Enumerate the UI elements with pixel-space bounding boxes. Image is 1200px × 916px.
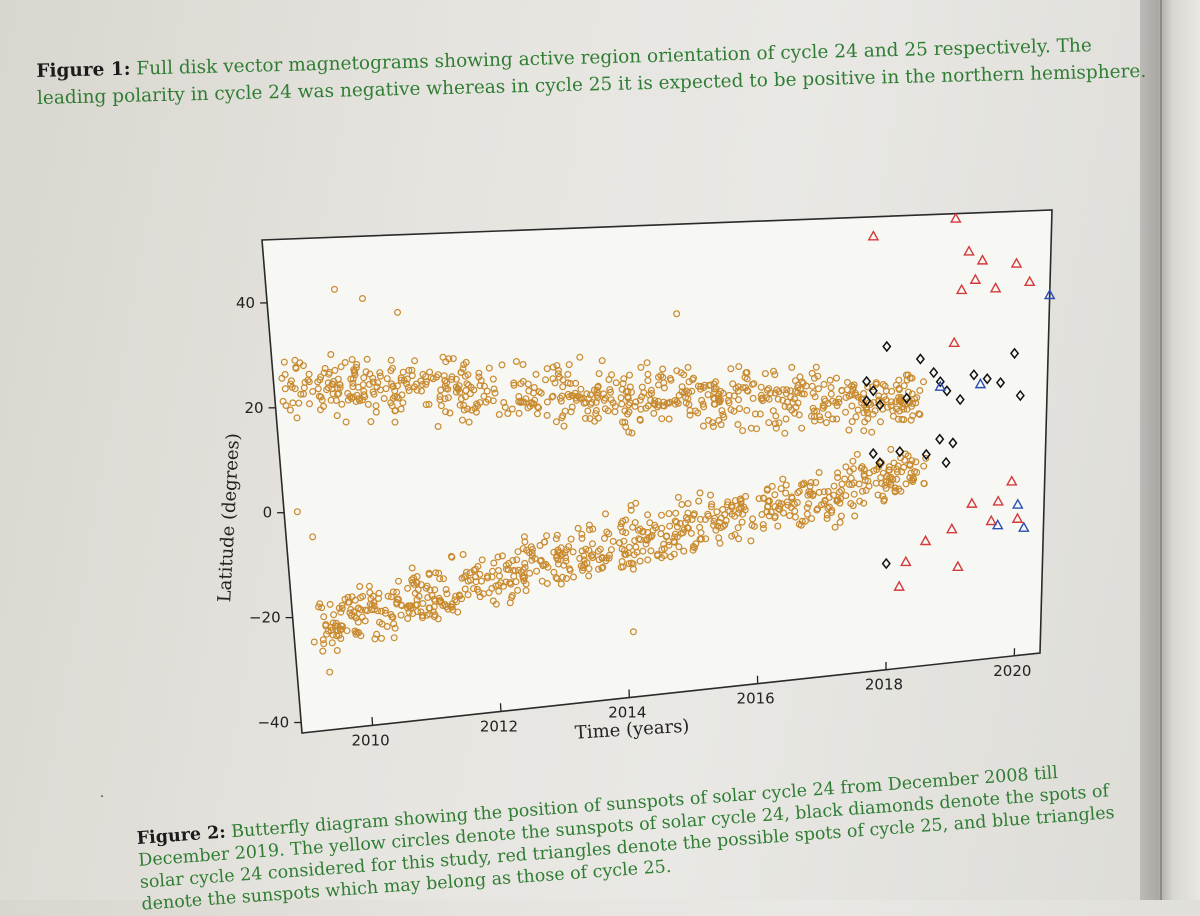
x-axis-title: Time (years) [574,716,690,744]
dust-speck: · [100,790,104,805]
y-tick-label: 20 [245,399,264,417]
x-tick-label: 2020 [993,662,1031,680]
y-tick-label: 40 [236,294,255,312]
y-tick-label: −40 [257,714,289,732]
x-tick-label: 2010 [351,731,389,749]
x-tick-label: 2016 [737,690,775,708]
y-tick-label: 0 [263,504,273,522]
plot-frame [262,210,1052,733]
x-tick-label: 2018 [865,676,903,694]
y-axis-title: Latitude (degrees) [214,433,244,603]
x-tick-label: 2012 [480,717,518,735]
x-tick-mark [372,717,373,725]
y-tick-label: −20 [249,609,281,627]
